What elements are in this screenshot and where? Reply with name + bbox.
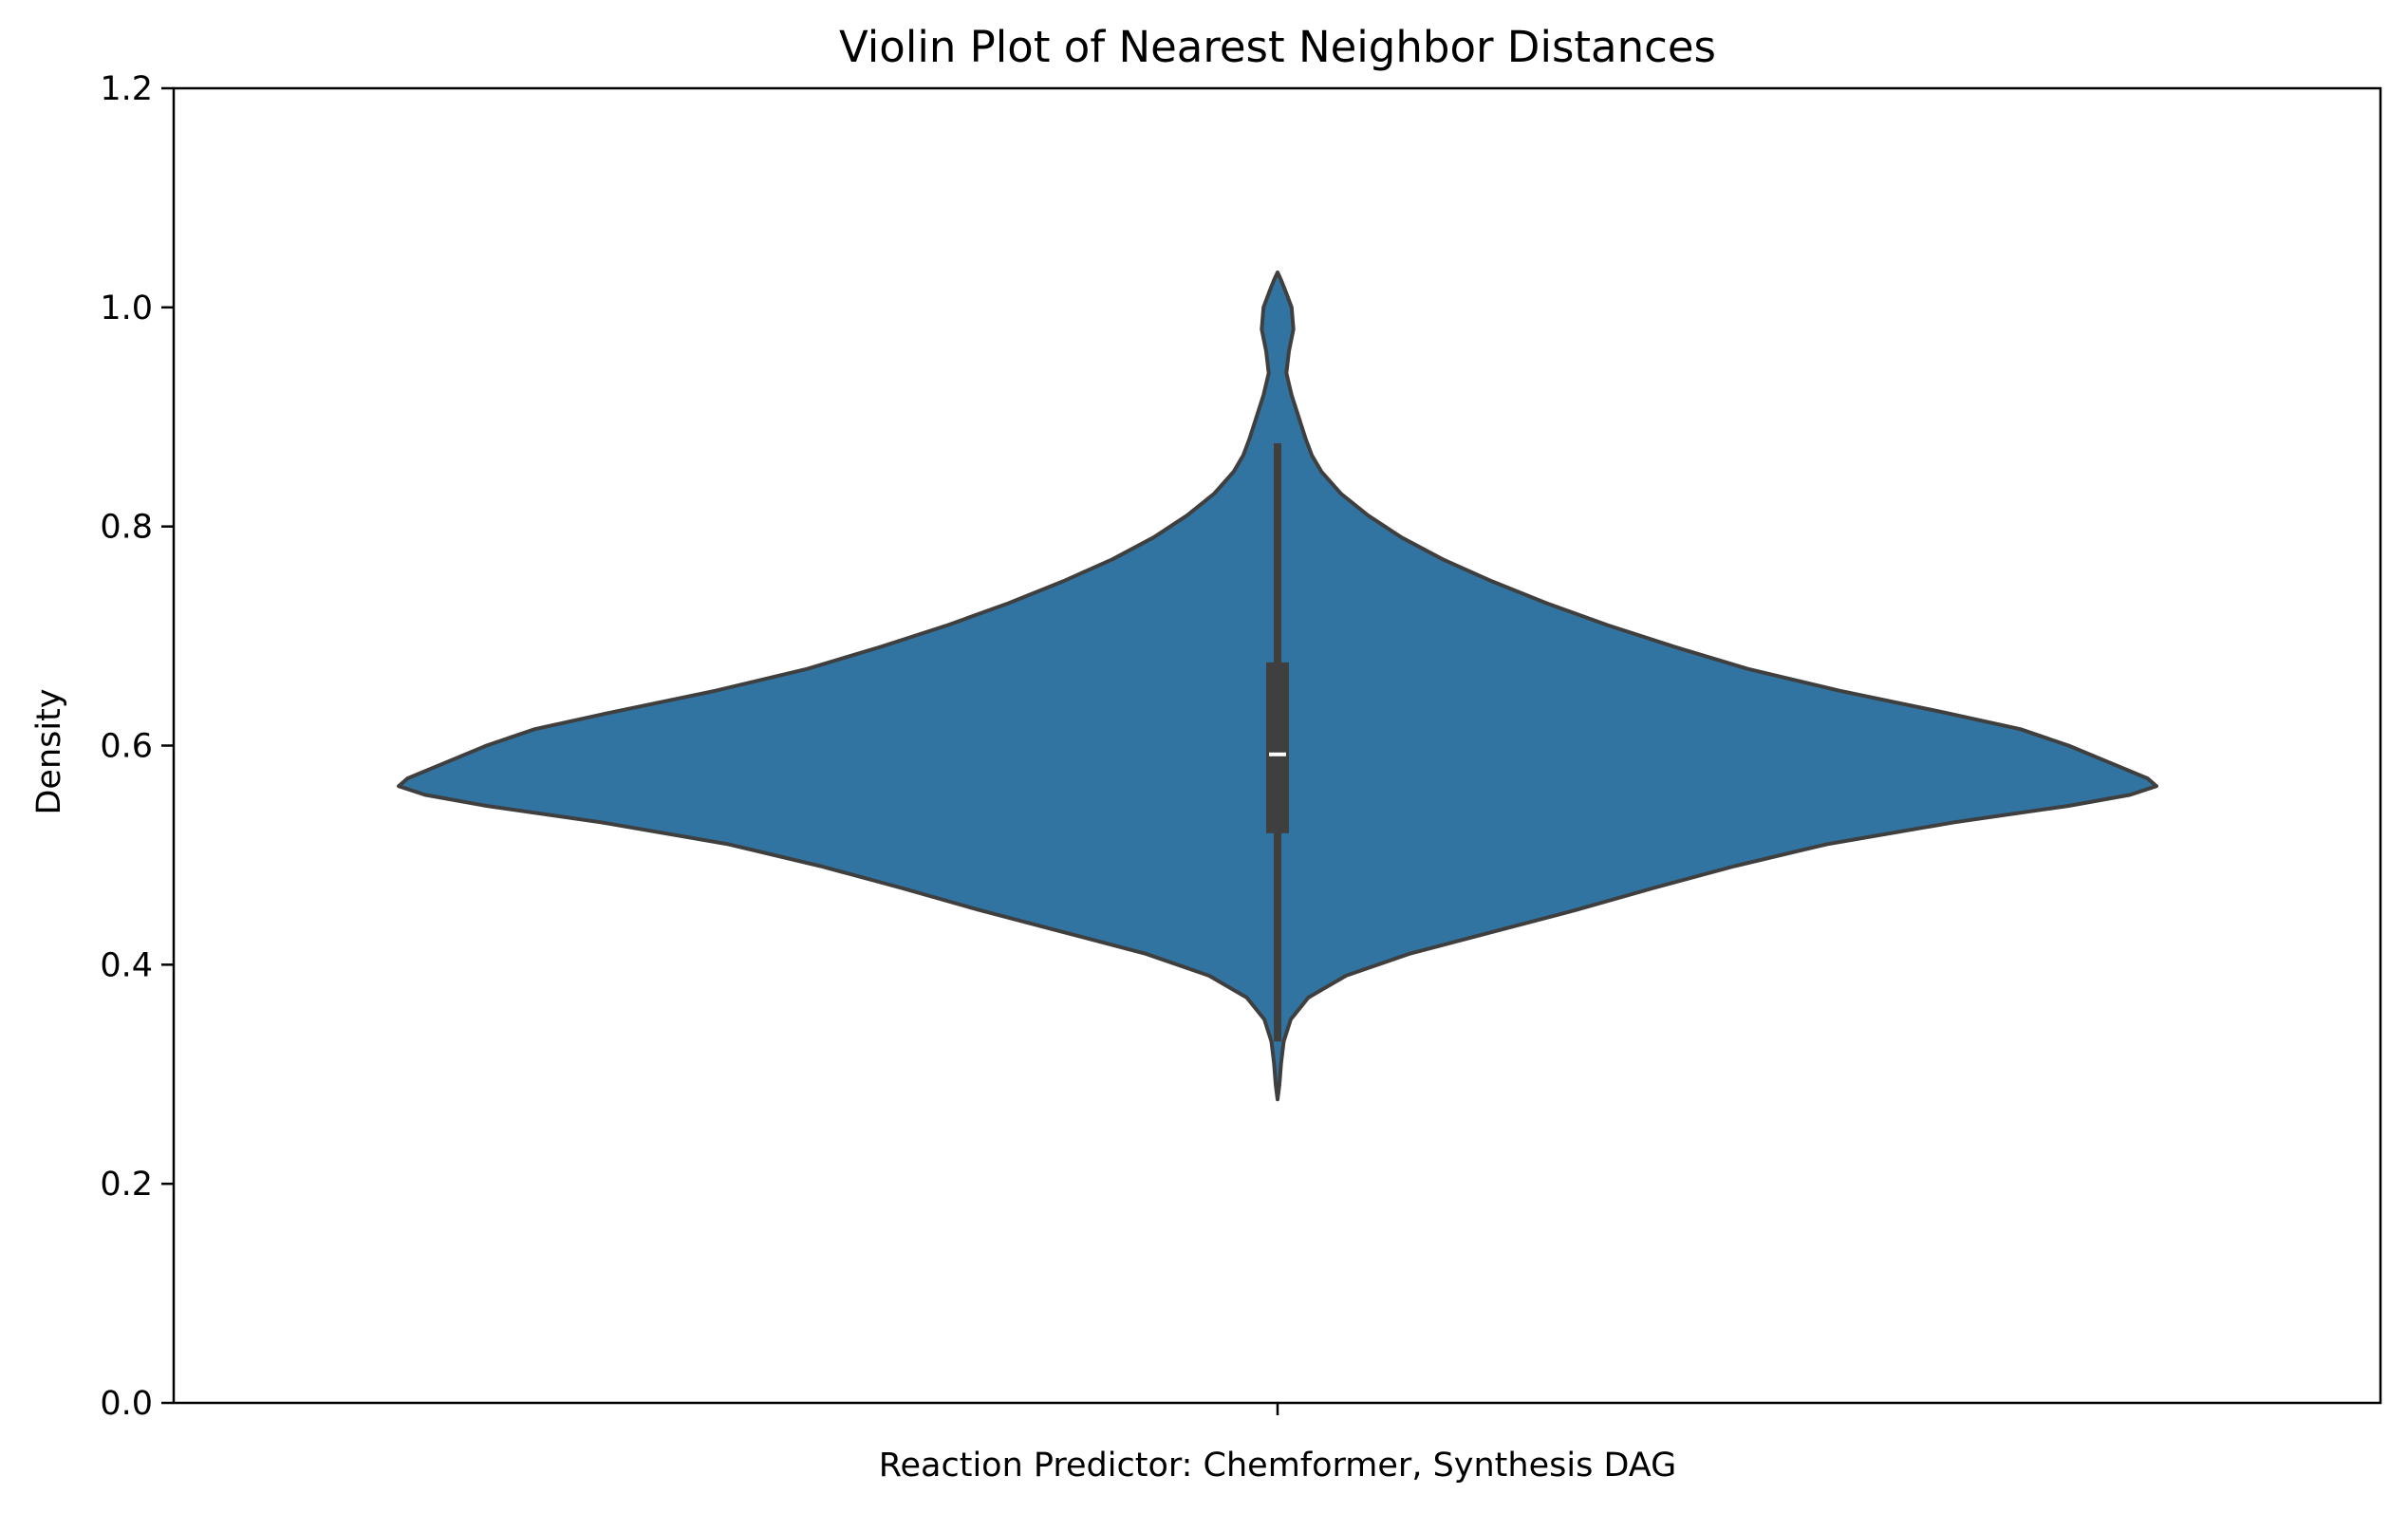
y-tick-label: 0.2 — [100, 1166, 153, 1204]
y-tick-label: 0.4 — [100, 946, 153, 984]
x-tick-label-category: Reaction Predictor: Chemformer, Synthesi… — [879, 1447, 1676, 1485]
y-axis-label: Density — [30, 688, 68, 814]
y-tick-label: 0.8 — [100, 509, 153, 547]
y-axis-ticks: 0.0 0.2 0.4 0.6 0.8 1.0 1.2 — [100, 70, 174, 1423]
y-tick-label: 0.6 — [100, 728, 153, 766]
y-tick-label: 1.0 — [100, 290, 153, 327]
violin-iqr-box — [1266, 662, 1289, 833]
y-tick-label: 1.2 — [100, 70, 153, 108]
violin-layer — [397, 270, 2158, 1102]
chart-title: Violin Plot of Nearest Neighbor Distance… — [839, 22, 1716, 72]
y-tick-label: 0.0 — [100, 1385, 153, 1423]
